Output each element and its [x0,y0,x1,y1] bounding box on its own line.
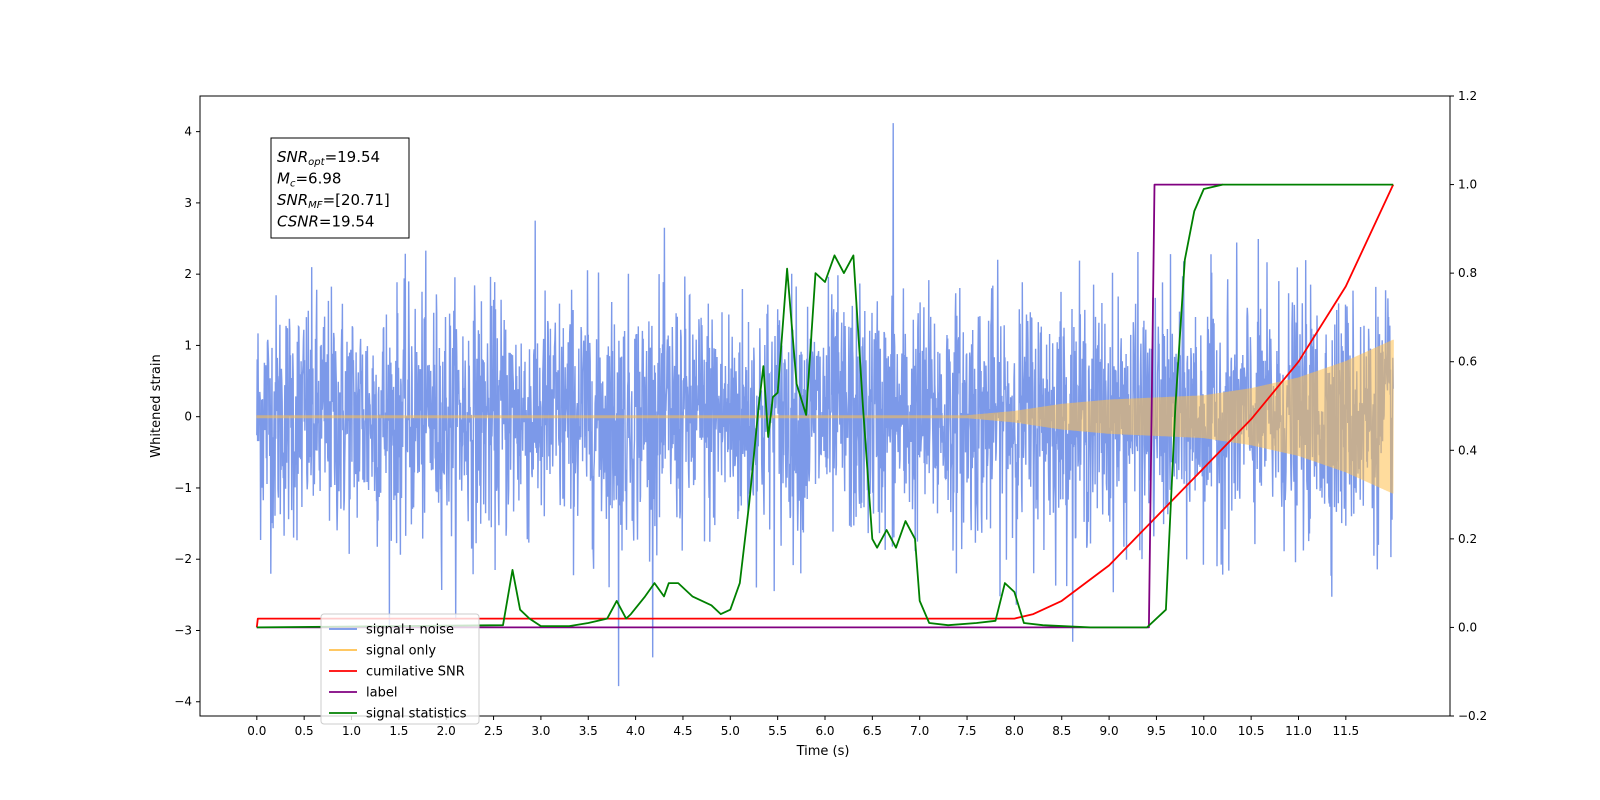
y-right-tick-label: 0.8 [1458,266,1477,280]
annotation-line: Mc=6.98 [277,170,341,190]
y-tick-label: −4 [174,695,192,709]
y-right-tick-label: 0.4 [1458,443,1477,457]
x-tick-label: 5.0 [721,724,740,738]
x-tick-label: 7.0 [910,724,929,738]
x-tick-label: 2.0 [437,724,456,738]
y-tick-label: 3 [184,196,192,210]
y-right-tick-label: 0.6 [1458,355,1477,369]
legend-label: label [366,686,397,701]
y-tick-label: 0 [184,410,192,424]
y-axis-left: 4 3 2 1 0 −1 −2 −3 −4 [174,125,200,709]
legend-label: cumilative SNR [366,665,465,680]
x-tick-label: 6.0 [815,724,834,738]
y-tick-label: −3 [174,623,192,637]
annotation-line: SNRopt=19.54 [277,148,380,168]
x-tick-label: 1.5 [389,724,408,738]
x-tick-label: 3.0 [531,724,550,738]
x-tick-label: 11.0 [1285,724,1312,738]
x-tick-label: 8.5 [1052,724,1071,738]
x-tick-label: 5.5 [768,724,787,738]
x-tick-label: 7.5 [957,724,976,738]
series-label [256,183,1223,629]
annotation-line: SNRMF=[20.71] [277,191,390,211]
x-tick-label: 9.5 [1147,724,1166,738]
y-tick-label: 2 [184,267,192,281]
x-axis-label: Time (s) [796,744,850,759]
annotation-line: CSNR=19.54 [277,213,374,231]
x-axis: 0.0 0.5 1.0 1.5 2.0 2.5 3.0 3.5 4.0 4.5 5.0 5.5 6.0 6… [247,716,1359,738]
y-tick-label: 4 [184,125,192,139]
y-right-tick-label: 1.2 [1458,89,1477,103]
legend-label: signal statistics [366,707,467,722]
x-tick-label: 2.5 [484,724,503,738]
y-right-tick-label: 0.2 [1458,532,1477,546]
y-right-tick-label: 1.0 [1458,178,1477,192]
x-tick-label: 6.5 [863,724,882,738]
y-right-tick-label: 0.0 [1458,620,1477,634]
x-tick-label: 11.5 [1332,724,1359,738]
x-tick-label: 0.5 [295,724,314,738]
x-tick-label: 10.5 [1238,724,1265,738]
x-tick-label: 4.5 [673,724,692,738]
x-tick-label: 9.0 [1100,724,1119,738]
x-tick-label: 10.0 [1190,724,1217,738]
series-signal-only [256,339,1394,494]
y-axis-label: Whitened strain [149,354,164,457]
series-cumilative-snr [255,184,1395,628]
legend: signal+ noise signal only cumilative SNR la… [320,613,480,725]
y-tick-label: −1 [174,481,192,495]
y-tick-label: 1 [184,338,192,352]
y-axis-right: 1.2 1.0 0.8 0.6 0.4 0.2 0.0 −0.2 [1450,89,1487,723]
y-tick-label: −2 [174,552,192,566]
legend-label: signal+ noise [366,623,454,638]
plot-area [255,123,1395,687]
series-signal-statistics [256,183,1394,629]
x-tick-label: 3.5 [579,724,598,738]
x-tick-label: 0.0 [247,724,266,738]
x-tick-label: 8.0 [1005,724,1024,738]
x-tick-label: 4.0 [626,724,645,738]
y-right-tick-label: −0.2 [1458,709,1487,723]
x-tick-label: 1.0 [342,724,361,738]
legend-label: signal only [366,644,436,659]
